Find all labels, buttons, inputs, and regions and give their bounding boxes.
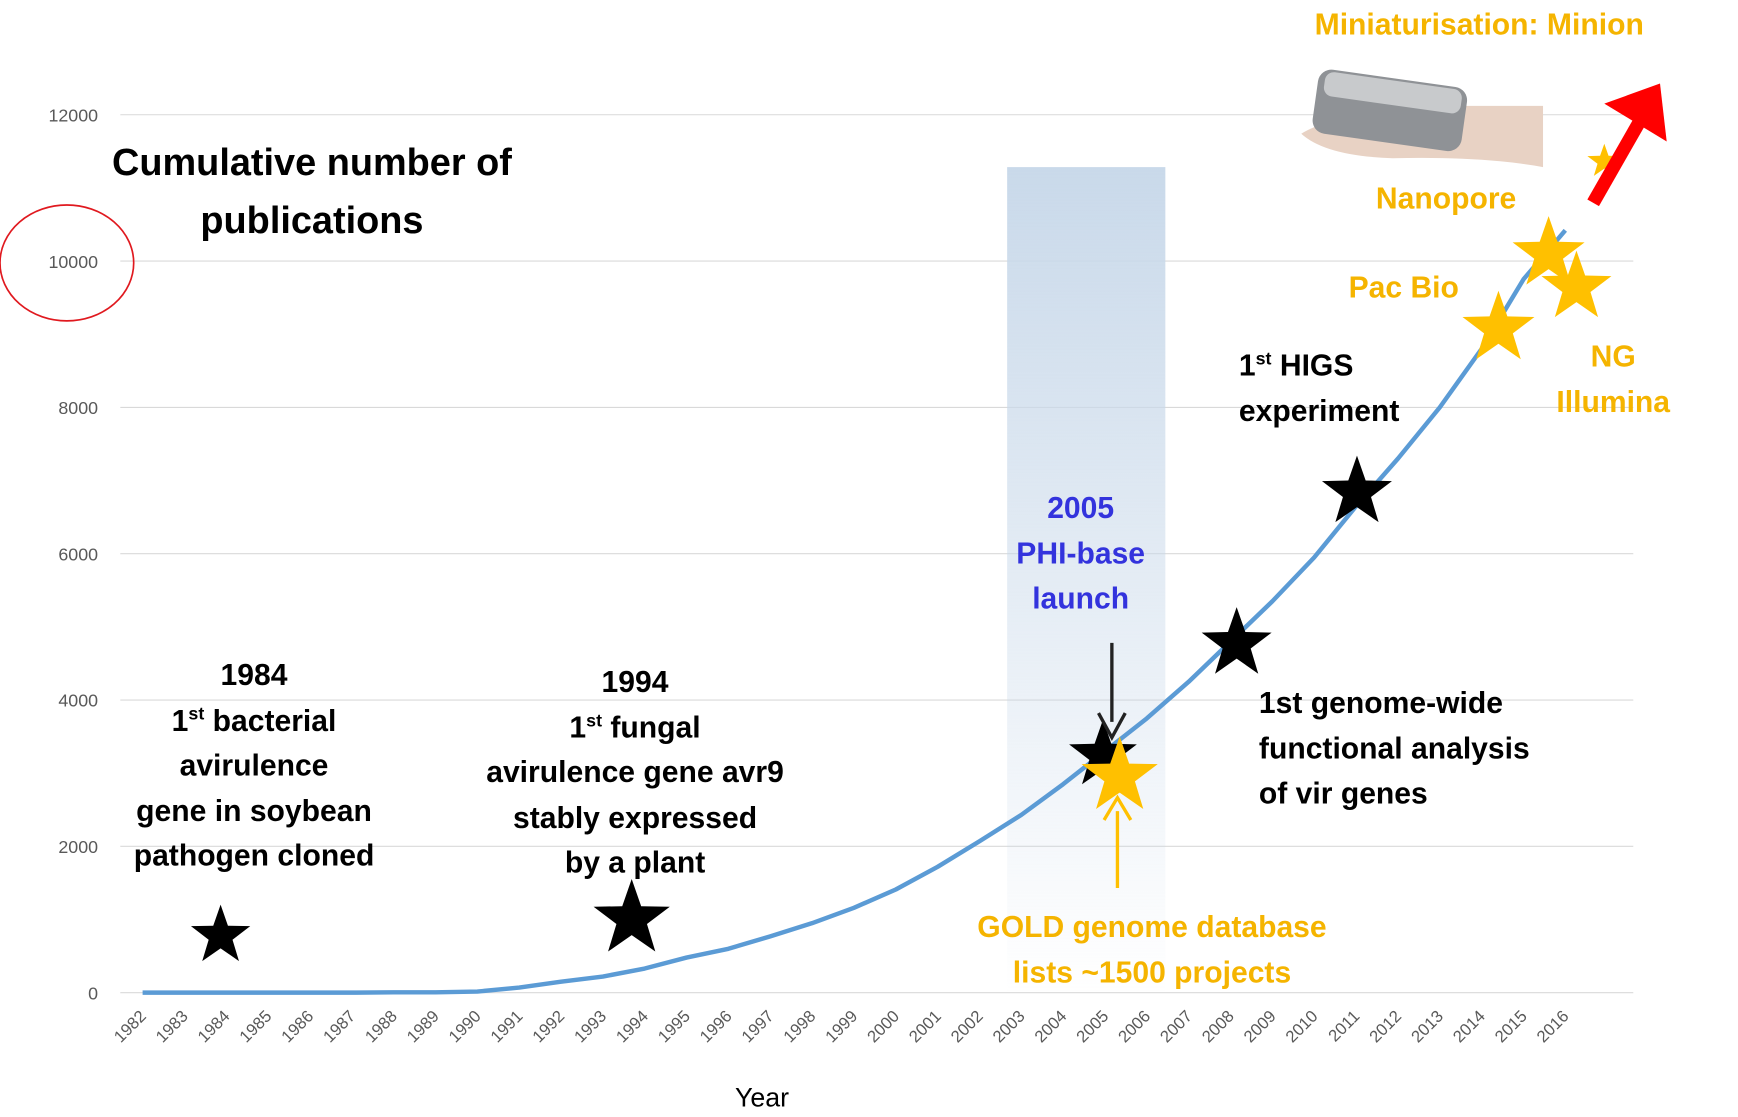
y-tick-label: 12000 <box>48 105 98 125</box>
annotation-line: PHI-base <box>802 531 1359 576</box>
annotation-line: Miniaturisation: Minion <box>1315 2 1644 47</box>
x-tick-label: 1989 <box>403 1007 443 1047</box>
x-tick-label: 2010 <box>1282 1007 1322 1047</box>
annotation-line: 1st fungal <box>357 705 914 750</box>
x-tick-label: 2004 <box>1031 1007 1071 1047</box>
x-tick-label: 2000 <box>863 1007 903 1047</box>
y-tick-label: 6000 <box>58 544 98 564</box>
x-tick-label: 2002 <box>947 1007 987 1047</box>
annotation: Pac Bio <box>1125 265 1682 310</box>
x-tick-label: 1997 <box>738 1007 778 1047</box>
annotation-line: by a plant <box>357 840 914 885</box>
x-tick-label: 1998 <box>780 1007 820 1047</box>
annotation-line: stably expressed <box>357 795 914 840</box>
x-tick-label: 1999 <box>822 1007 862 1047</box>
x-tick-label: 1987 <box>319 1007 359 1047</box>
x-tick-label: 2009 <box>1240 1007 1280 1047</box>
x-tick-label: 2006 <box>1114 1007 1154 1047</box>
x-tick-label: 2003 <box>989 1007 1029 1047</box>
x-tick-label: 2012 <box>1365 1007 1405 1047</box>
x-tick-label: 2007 <box>1156 1007 1196 1047</box>
annotation-line: avirulence gene avr9 <box>357 750 914 795</box>
y-tick-label: 0 <box>88 983 98 1003</box>
x-tick-label: 1982 <box>110 1007 150 1047</box>
annotation: Nanopore <box>1168 176 1725 221</box>
x-tick-label: 1993 <box>570 1007 610 1047</box>
x-tick-label: 1988 <box>361 1007 401 1047</box>
x-tick-label: 1995 <box>654 1007 694 1047</box>
annotation-line: launch <box>802 576 1359 621</box>
annotation-line: GOLD genome database <box>873 905 1430 950</box>
x-tick-label: 2005 <box>1073 1007 1113 1047</box>
x-tick-label: 2014 <box>1449 1007 1489 1047</box>
x-tick-label: 2013 <box>1407 1007 1447 1047</box>
annotation-line: lists ~1500 projects <box>873 950 1430 995</box>
chart-title: Cumulative number of publications <box>89 134 535 250</box>
x-tick-label: 2015 <box>1491 1007 1531 1047</box>
annotation-line: NG <box>1335 334 1738 379</box>
x-tick-label: 1984 <box>194 1007 234 1047</box>
x-tick-label: 2016 <box>1533 1007 1573 1047</box>
x-tick-label: 1983 <box>152 1007 192 1047</box>
annotation-line: of vir genes <box>1259 771 1530 816</box>
annotation-line: Illumina <box>1335 379 1738 424</box>
annotation-line: functional analysis <box>1259 726 1530 771</box>
x-tick-label: 2001 <box>905 1007 945 1047</box>
annotation: Miniaturisation: Minion <box>1315 2 1644 47</box>
annotation-line: Pac Bio <box>1125 265 1682 310</box>
x-tick-label: 2011 <box>1325 1007 1364 1046</box>
device <box>1301 68 1543 167</box>
x-tick-label: 1991 <box>487 1007 527 1047</box>
x-tick-label: 1996 <box>696 1007 736 1047</box>
x-axis-label: Year <box>706 1083 817 1114</box>
x-tick-label: 1992 <box>529 1007 569 1047</box>
x-tick-label: 1985 <box>236 1007 276 1047</box>
page: 0200040006000800010000120001982198319841… <box>0 0 1738 1117</box>
star <box>594 879 670 952</box>
stage: 0200040006000800010000120001982198319841… <box>0 0 1738 1117</box>
x-tick-label: 1990 <box>445 1007 485 1047</box>
star <box>191 905 250 961</box>
annotation-line: 1st genome-wide <box>1259 681 1530 726</box>
x-tick-label: 2008 <box>1198 1007 1238 1047</box>
y-tick-label: 10000 <box>48 252 98 272</box>
x-tick-label: 1986 <box>278 1007 318 1047</box>
x-tick-label: 1994 <box>612 1007 652 1047</box>
annotation-line: Nanopore <box>1168 176 1725 221</box>
annotation-line: 2005 <box>802 486 1359 531</box>
y-tick-label: 8000 <box>58 398 98 418</box>
annotation-line: 1994 <box>357 660 914 705</box>
